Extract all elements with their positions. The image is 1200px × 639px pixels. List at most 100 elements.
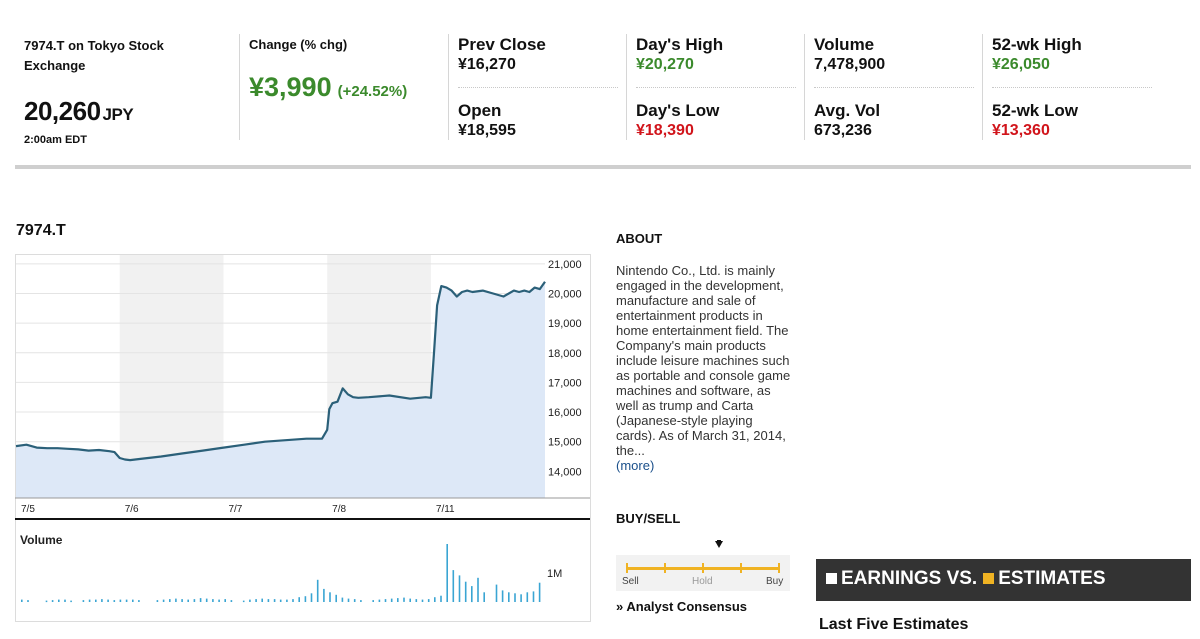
stat-value: 673,236 (814, 122, 872, 139)
quote-time: 2:00am EDT (24, 134, 87, 146)
volume-bar (255, 599, 257, 602)
volume-tick-label: 1M (547, 568, 562, 580)
stat-label: 52-wk High (992, 35, 1082, 54)
stat-volume: Volume 7,478,900 (814, 35, 974, 75)
stat-52wk-low: 52-wk Low ¥13,360 (992, 101, 1152, 141)
volume-bar (267, 599, 270, 602)
volume-bar (279, 599, 282, 602)
stat-52wk-high: 52-wk High ¥26,050 (992, 35, 1152, 75)
buysell-title: BUY/SELL (616, 511, 681, 526)
gauge-label-hold: Hold (692, 576, 713, 587)
volume-bar (397, 598, 399, 602)
volume-bar (452, 570, 455, 602)
volume-bar (347, 598, 350, 602)
x-tick-label: 7/6 (125, 504, 139, 515)
divider (992, 87, 1152, 88)
earnings-title-part1: EARNINGS VS. (841, 568, 978, 589)
stat-label: Prev Close (458, 35, 546, 54)
divider (239, 34, 240, 140)
volume-bar (175, 598, 177, 602)
divider (804, 34, 805, 140)
stat-open: Open ¥18,595 (458, 101, 618, 141)
stat-label: 52-wk Low (992, 101, 1078, 120)
price-chart[interactable]: 21,000 20,000 19,000 18,000 17,000 16,000 15,0… (15, 254, 592, 622)
divider (458, 87, 618, 88)
volume-bar (378, 599, 381, 602)
change-label: Change (% chg) (249, 37, 348, 52)
earnings-subtitle: Last Five Estimates (819, 616, 969, 633)
volume-bar (107, 599, 109, 602)
volume-bar (169, 599, 171, 602)
analyst-consensus-link[interactable]: » Analyst Consensus (616, 599, 748, 614)
header-rule (15, 165, 1191, 169)
volume-bar (514, 593, 516, 602)
gauge-label-buy: Buy (766, 576, 784, 587)
x-tick-label: 7/5 (21, 504, 35, 515)
price-area (16, 281, 545, 498)
volume-bar (477, 577, 479, 602)
volume-bar (224, 599, 226, 602)
gauge-tick (740, 563, 742, 573)
stat-day-low: Day's Low ¥18,390 (636, 101, 796, 141)
y-tick-label: 15,000 (548, 437, 582, 449)
y-tick-label: 21,000 (548, 259, 582, 271)
volume-bar (261, 598, 263, 602)
gauge-tick (702, 563, 704, 573)
buysell-gauge: Sell Hold Buy (616, 555, 790, 591)
stat-day-high: Day's High ¥20,270 (636, 35, 796, 75)
stat-value: ¥20,270 (636, 56, 694, 73)
y-tick-label: 19,000 (548, 318, 582, 330)
volume-bar (316, 579, 319, 602)
about-more-link[interactable]: (more) (616, 458, 655, 473)
stat-prev-close: Prev Close ¥16,270 (458, 35, 618, 75)
x-tick-label: 7/8 (332, 504, 346, 515)
volume-bar (218, 599, 220, 602)
volume-bar (45, 600, 48, 603)
volume-bar (205, 598, 208, 602)
last-price: 20,260 JPY (24, 96, 134, 127)
stat-label: Day's Low (636, 101, 720, 120)
stat-value: ¥16,270 (458, 56, 516, 73)
volume-bar (242, 600, 245, 603)
stat-value: ¥13,360 (992, 122, 1050, 139)
volume-bar (181, 599, 183, 602)
price-value: 20,260 (24, 96, 101, 126)
volume-bar (138, 600, 140, 602)
volume-bar (440, 595, 442, 602)
volume-bar (471, 586, 473, 603)
volume-bar (532, 591, 535, 602)
volume-bar (415, 599, 418, 602)
volume-bar (101, 599, 103, 602)
volume-bar (88, 599, 91, 602)
volume-bar (125, 599, 128, 602)
rating-pointer-icon (715, 541, 723, 548)
volume-bar (187, 599, 189, 602)
volume-bar (95, 599, 97, 602)
x-tick-label: 7/11 (436, 504, 455, 515)
stat-value: 7,478,900 (814, 56, 886, 73)
volume-bar (156, 600, 159, 602)
divider (626, 34, 627, 140)
volume-bar (27, 600, 29, 602)
earnings-title-part2: ESTIMATES (998, 568, 1106, 589)
volume-bar (464, 581, 467, 602)
volume-bar (495, 584, 498, 602)
volume-bar (292, 599, 294, 602)
price-series-line (15, 281, 546, 462)
stat-value: ¥18,390 (636, 122, 694, 139)
volume-bar (353, 599, 356, 602)
y-tick-label: 16,000 (548, 407, 582, 419)
volume-bar (341, 597, 344, 602)
volume-bar (286, 599, 288, 602)
gauge-tick (664, 563, 666, 573)
volume-bar (199, 598, 202, 602)
gauge-label-sell: Sell (622, 576, 639, 587)
volume-bar (372, 600, 374, 602)
y-tick-label: 14,000 (548, 466, 582, 478)
volume-bar (132, 599, 134, 602)
about-title: ABOUT (616, 231, 663, 246)
volume-bar (304, 596, 307, 602)
y-tick-label: 18,000 (548, 348, 582, 360)
volume-bar (273, 599, 276, 602)
volume-bar (193, 599, 196, 602)
